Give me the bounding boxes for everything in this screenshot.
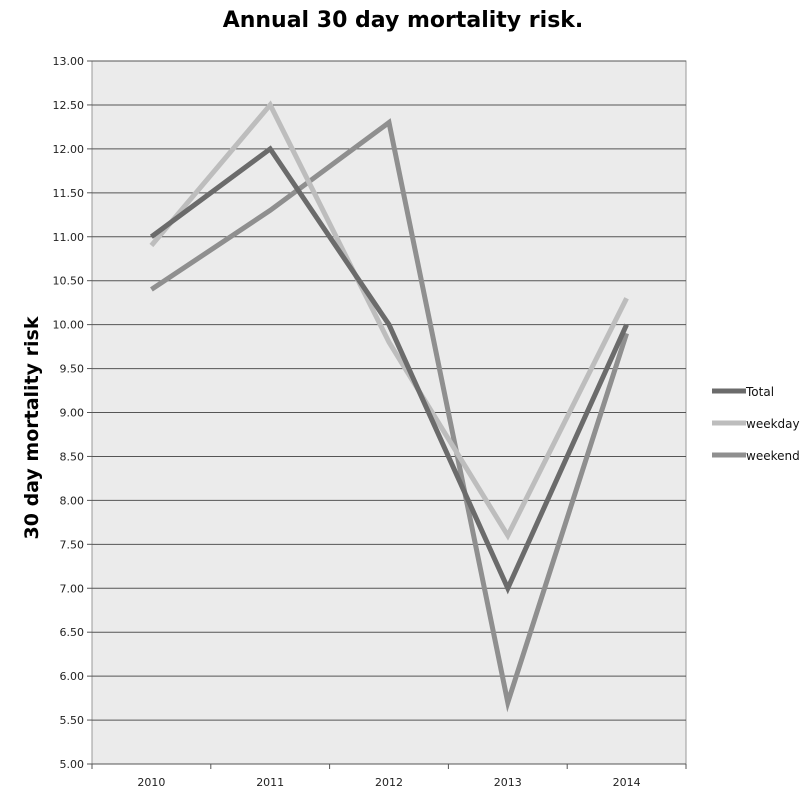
- y-tick-label: 11.50: [53, 187, 85, 200]
- y-tick-label: 5.50: [60, 714, 85, 727]
- grid-lines: [87, 60, 687, 769]
- legend-label-total: Total: [745, 385, 774, 399]
- x-tick-label: 2010: [137, 776, 165, 789]
- chart-title: Annual 30 day mortality risk.: [222, 8, 584, 33]
- y-tick-label: 10.00: [53, 319, 85, 332]
- y-tick-label: 6.00: [60, 670, 85, 683]
- y-tick-label: 10.50: [53, 275, 85, 288]
- series-line-weekend: [150, 118, 629, 713]
- legend-label-weekend: weekend: [746, 449, 800, 463]
- y-tick-label: 9.50: [60, 363, 85, 376]
- series-line-weekday: [149, 100, 629, 541]
- series-line-total: [149, 145, 629, 595]
- y-tick-label: 8.50: [60, 450, 85, 463]
- legend: Total weekday weekend: [712, 385, 800, 463]
- y-tick-label: 6.50: [60, 626, 85, 639]
- legend-label-weekday: weekday: [746, 417, 800, 431]
- x-tick-labels: 2010 2011 2012 2013 2014: [137, 776, 640, 789]
- y-tick-label: 11.00: [53, 231, 85, 244]
- x-tick-label: 2013: [494, 776, 522, 789]
- y-tick-label: 5.00: [60, 758, 85, 771]
- y-tick-label: 12.50: [53, 99, 85, 112]
- x-tick-label: 2012: [375, 776, 403, 789]
- x-tick-label: 2014: [613, 776, 641, 789]
- y-tick-label: 12.00: [53, 143, 85, 156]
- y-tick-label: 7.00: [60, 582, 85, 595]
- series-lines: [149, 100, 629, 713]
- y-tick-label: 13.00: [53, 55, 85, 68]
- y-tick-label: 8.00: [60, 494, 85, 507]
- x-tick-label: 2011: [256, 776, 284, 789]
- y-tick-label: 7.50: [60, 538, 85, 551]
- y-tick-labels: 5.00 5.50 6.00 6.50 7.00 7.50 8.00 8.50 9.00 9.50…: [53, 55, 85, 771]
- y-tick-label: 9.00: [60, 407, 85, 420]
